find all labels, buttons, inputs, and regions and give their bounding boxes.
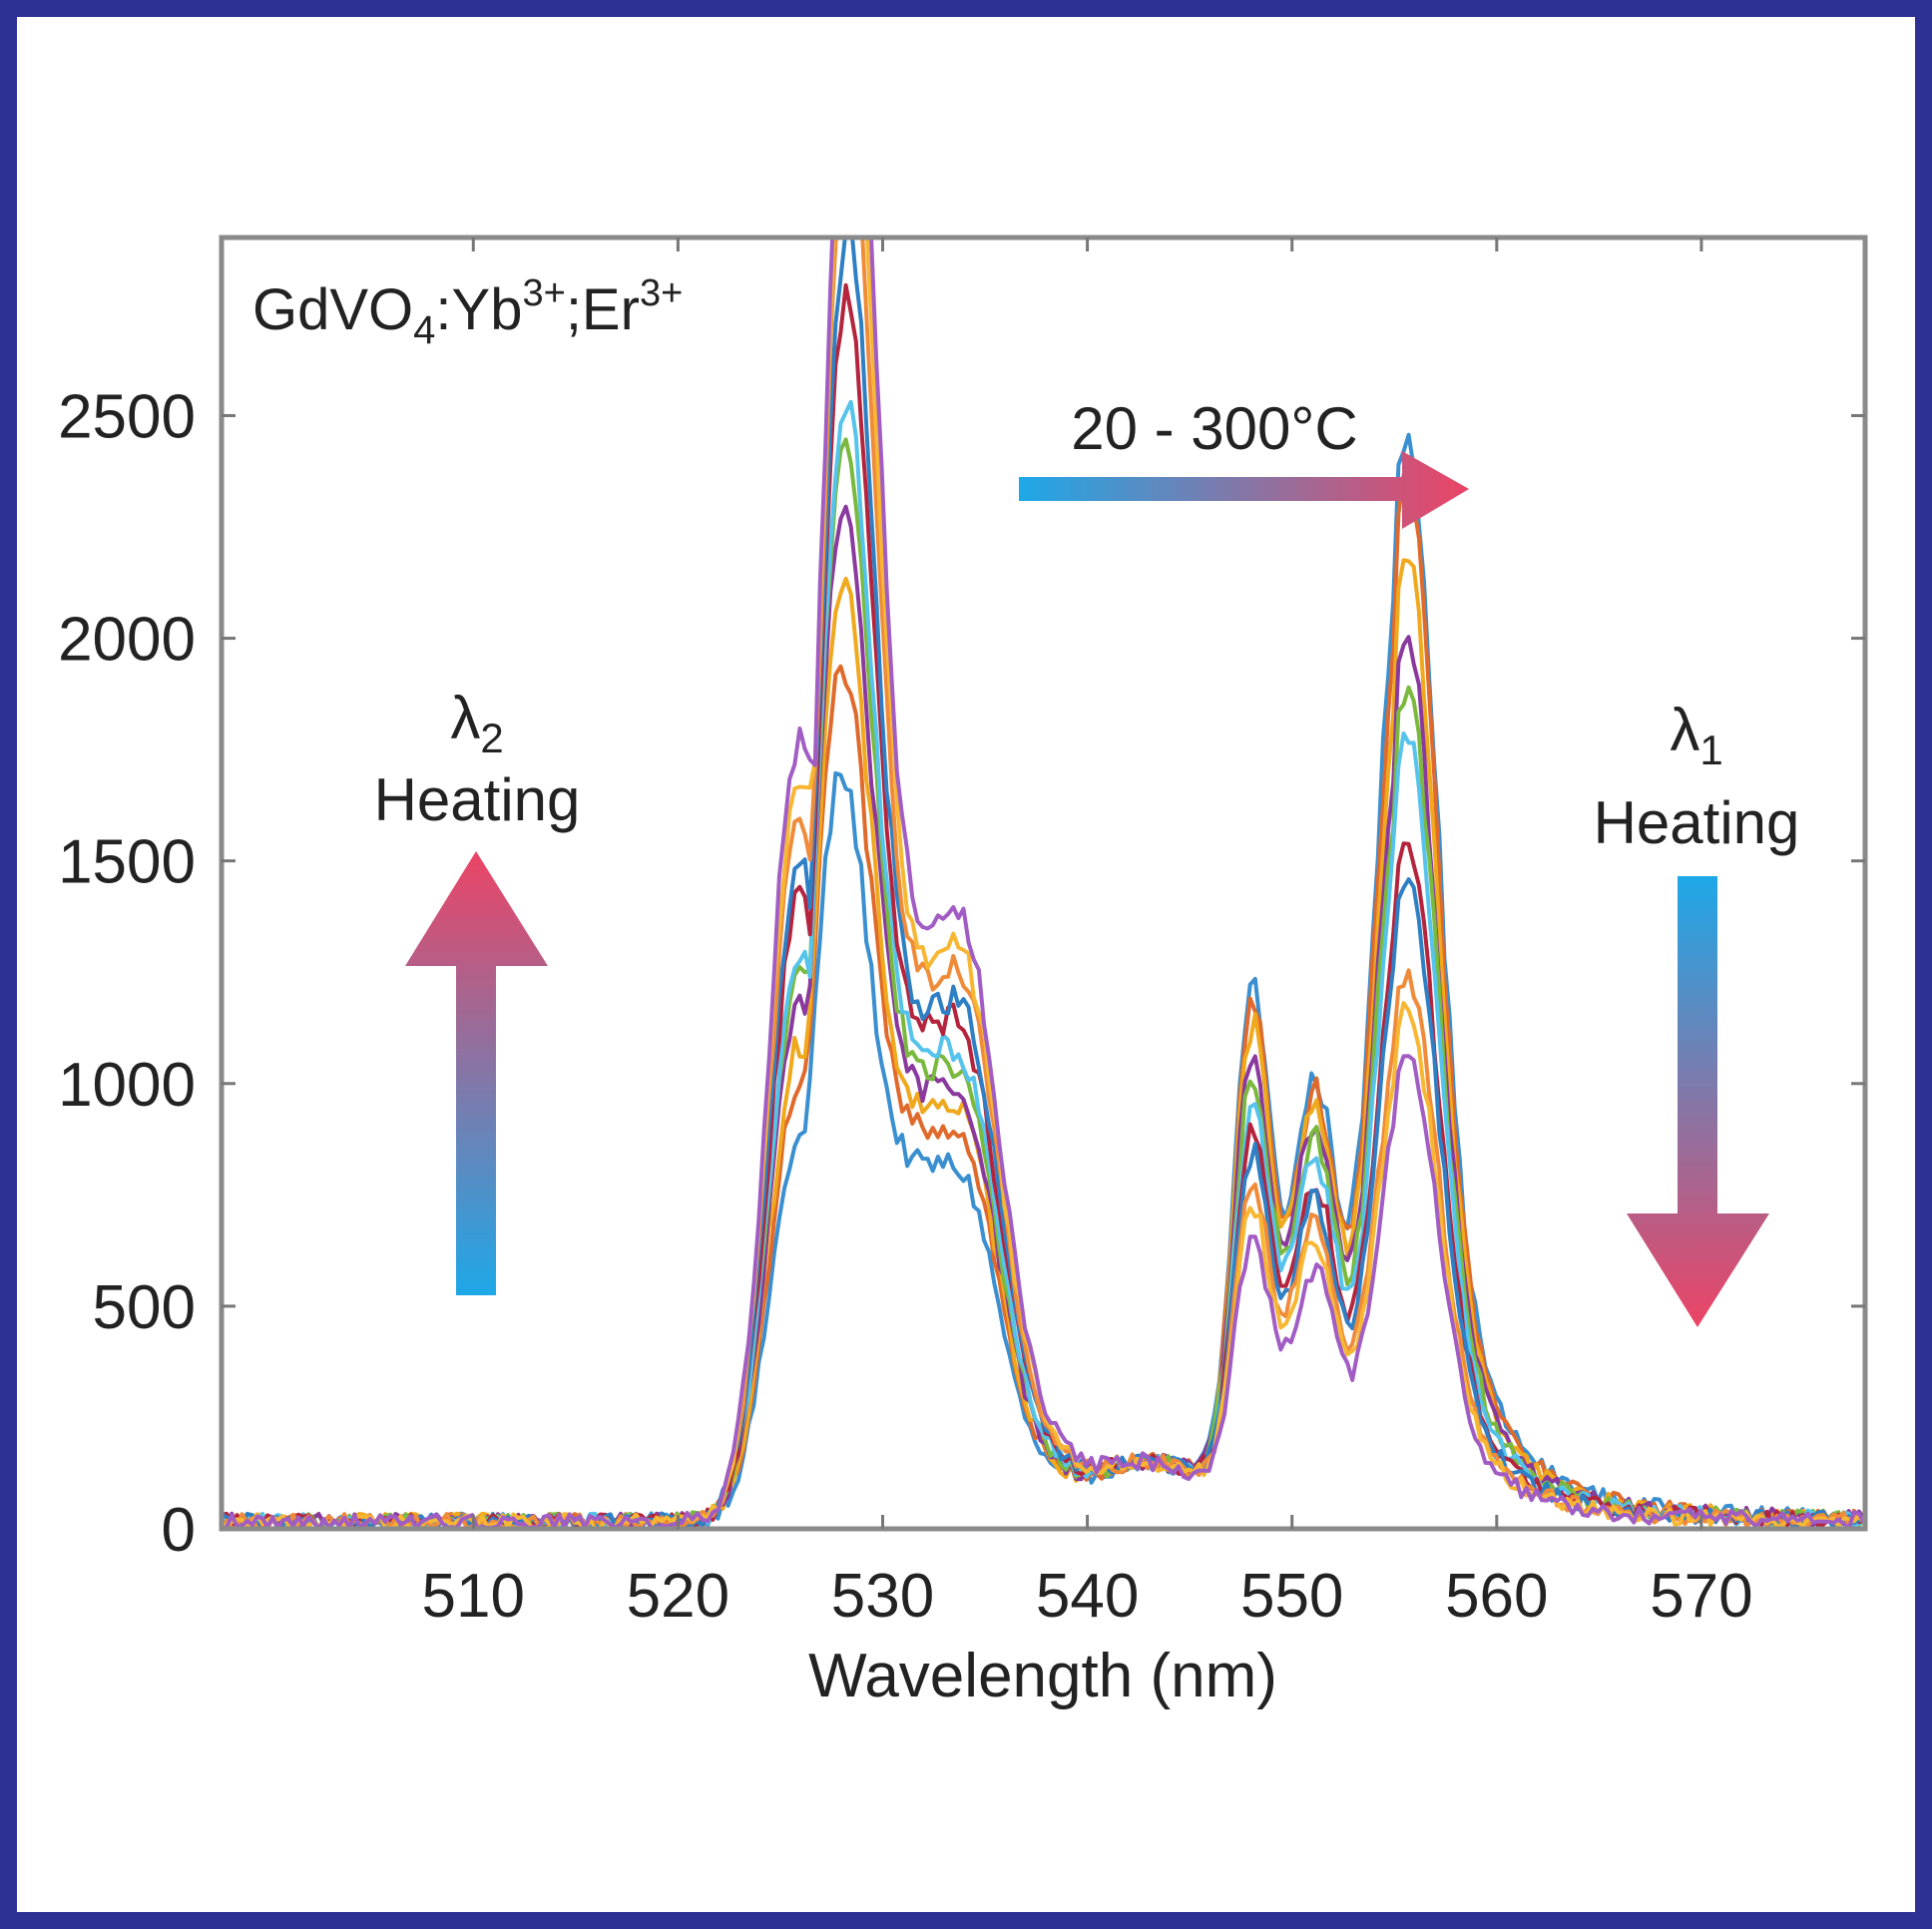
x-tick-label: 560 xyxy=(1445,1562,1548,1631)
y-tick-label: 1000 xyxy=(58,1051,196,1120)
x-tick-label: 550 xyxy=(1240,1562,1343,1631)
sample-label-sub: 4 xyxy=(413,308,435,352)
left-arrow-symbol: λ2 xyxy=(450,685,503,761)
plot-area-border xyxy=(219,235,1868,1532)
x-tick-label: 570 xyxy=(1650,1562,1752,1631)
right-arrow-label: Heating xyxy=(1594,789,1800,856)
sample-label: GdVO4:Yb3+;Er3+ xyxy=(252,272,683,352)
x-tick-label: 540 xyxy=(1036,1562,1139,1631)
temperature-arrow-icon xyxy=(1019,451,1469,529)
tick-labels-layer: 510 520 530 540 550 560 570 0 500 1000 1500 2000 250… xyxy=(58,382,1753,1631)
x-tick-label: 530 xyxy=(831,1562,934,1631)
y-tick-label: 0 xyxy=(162,1496,196,1565)
sample-label-sup2: 3+ xyxy=(640,272,683,314)
arrow-down-icon xyxy=(1627,876,1769,1327)
x-tick-label: 520 xyxy=(627,1562,729,1631)
series-layer xyxy=(222,238,1865,1531)
x-tick-label: 510 xyxy=(422,1562,525,1631)
temperature-range-label: 20 - 300°C xyxy=(1071,395,1358,462)
sample-label-mid2: ;Er xyxy=(566,277,640,342)
y-tick-label: 2000 xyxy=(58,606,196,675)
right-arrow-symbol: λ1 xyxy=(1670,697,1722,773)
sample-label-base: GdVO xyxy=(252,277,413,342)
y-tick-label: 1500 xyxy=(58,828,196,897)
left-arrow-label: Heating xyxy=(374,766,581,833)
series-line-t11 xyxy=(222,238,1865,1531)
y-tick-label: 2500 xyxy=(58,382,196,451)
arrow-up-icon xyxy=(405,851,548,1295)
ticks-layer xyxy=(222,238,1865,1529)
x-axis-title: Wavelength (nm) xyxy=(808,1642,1277,1710)
sample-label-sup1: 3+ xyxy=(522,272,565,314)
y-tick-label: 500 xyxy=(93,1273,196,1342)
sample-label-mid1: :Yb xyxy=(435,277,522,342)
